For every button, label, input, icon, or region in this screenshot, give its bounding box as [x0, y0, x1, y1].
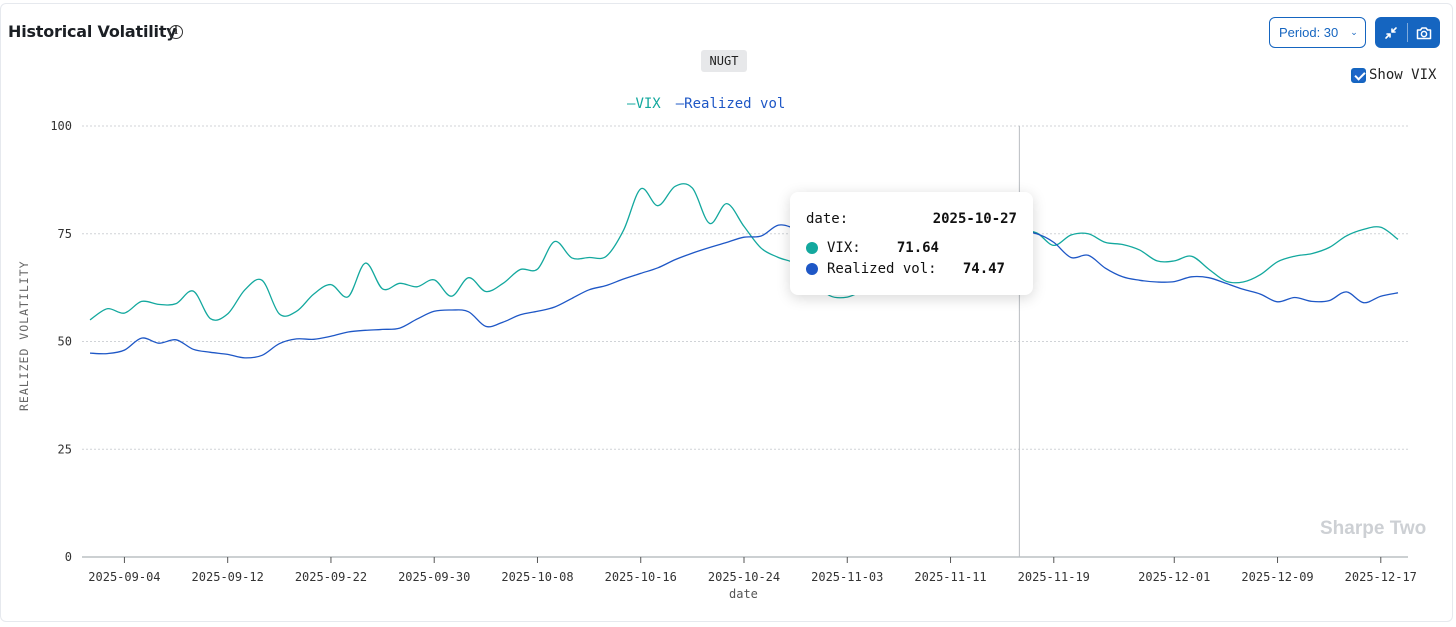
- tooltip-date-value: 2025-10-27: [932, 211, 1017, 227]
- camera-icon: [1416, 26, 1432, 39]
- x-tick-label: 2025-11-03: [811, 570, 883, 584]
- period-select[interactable]: Period: 30 ⌄: [1269, 17, 1366, 48]
- button-divider: [1407, 23, 1408, 42]
- chevron-down-icon: ⌄: [1350, 27, 1358, 37]
- x-tick-label: 2025-11-11: [914, 570, 986, 584]
- legend-realized-label: Realized vol: [684, 96, 786, 112]
- period-label: Period: 30: [1279, 25, 1339, 40]
- legend-realized-vol[interactable]: –Realized vol: [675, 96, 786, 112]
- y-tick-label: 50: [58, 335, 72, 349]
- show-vix-label: Show VIX: [1369, 67, 1437, 83]
- tooltip-rv-label: Realized vol:: [827, 261, 937, 277]
- screenshot-button[interactable]: [1408, 17, 1440, 48]
- x-tick-label: 2025-10-24: [708, 570, 780, 584]
- realized-dot-icon: [806, 263, 818, 275]
- x-tick-label: 2025-12-01: [1138, 570, 1210, 584]
- y-tick-label: 100: [50, 119, 72, 133]
- tooltip-date-label: date:: [806, 211, 849, 227]
- tooltip-vix-row: VIX: 71.64: [806, 240, 939, 256]
- collapse-button[interactable]: [1375, 17, 1407, 48]
- x-tick-label: 2025-12-17: [1345, 570, 1417, 584]
- page-title: Historical Volatility: [8, 22, 177, 41]
- tooltip-date-row: date: 2025-10-27: [806, 211, 1017, 227]
- watermark: Sharpe Two: [1320, 518, 1427, 539]
- vix-series-line: [89, 183, 1399, 321]
- info-icon[interactable]: i: [169, 25, 183, 39]
- show-vix-toggle[interactable]: Show VIX: [1351, 67, 1436, 83]
- tooltip-vix-value: 71.64: [896, 240, 939, 256]
- show-vix-checkbox[interactable]: [1351, 67, 1366, 83]
- chart-action-group: [1375, 17, 1440, 48]
- chart-panel: [0, 3, 1453, 622]
- x-tick-label: 2025-09-22: [295, 570, 367, 584]
- x-tick-label: 2025-11-19: [1018, 570, 1090, 584]
- x-tick-label: 2025-09-12: [192, 570, 264, 584]
- x-tick-label: 2025-12-09: [1241, 570, 1313, 584]
- x-tick-label: 2025-09-30: [398, 570, 470, 584]
- x-axis-title: date: [729, 587, 758, 601]
- x-tick-label: 2025-10-08: [501, 570, 573, 584]
- chart-legend: –VIX –Realized vol: [627, 96, 785, 112]
- tooltip-rv-row: Realized vol: 74.47: [806, 261, 1005, 277]
- legend-vix[interactable]: –VIX: [627, 96, 661, 112]
- x-tick-label: 2025-10-16: [605, 570, 677, 584]
- tooltip-vix-label: VIX:: [827, 240, 861, 256]
- tooltip-rv-value: 74.47: [962, 261, 1005, 277]
- chart-tooltip: date: 2025-10-27 VIX: 71.64 Realized vol…: [790, 192, 1033, 295]
- ticker-badge: NUGT: [701, 50, 747, 72]
- legend-vix-label: VIX: [635, 96, 661, 112]
- collapse-icon: [1385, 26, 1397, 39]
- y-tick-label: 0: [65, 550, 72, 564]
- y-tick-label: 75: [58, 227, 72, 241]
- realized-vol-series-line: [89, 224, 1399, 359]
- y-tick-label: 25: [58, 442, 72, 456]
- vix-dot-icon: [806, 242, 818, 254]
- x-tick-label: 2025-09-04: [88, 570, 160, 584]
